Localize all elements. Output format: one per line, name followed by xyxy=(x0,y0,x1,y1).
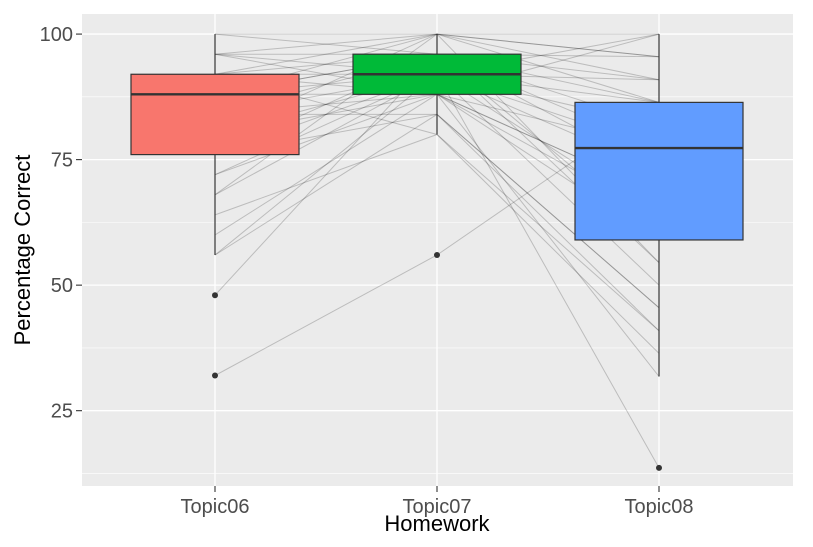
y-tick-label: 50 xyxy=(51,275,73,297)
box-topic08 xyxy=(574,34,744,471)
y-tick-label: 25 xyxy=(51,401,73,423)
outlier-point xyxy=(656,464,662,471)
box-topic06 xyxy=(130,34,300,379)
x-axis: Topic06 Topic07 Topic08 xyxy=(181,486,694,518)
y-tick-label: 75 xyxy=(51,150,73,172)
x-tick-label: Topic08 xyxy=(625,496,694,518)
boxplots xyxy=(130,34,744,471)
outlier-point xyxy=(434,252,440,259)
y-tick-label: 100 xyxy=(40,24,73,46)
x-tick-label: Topic07 xyxy=(403,496,472,518)
x-axis-title: Homework xyxy=(384,511,490,536)
x-tick-label: Topic06 xyxy=(181,496,250,518)
box-topic07 xyxy=(352,34,522,259)
y-axis-title: Percentage Correct xyxy=(10,155,35,346)
box-iqr xyxy=(130,73,300,156)
outlier-point xyxy=(212,292,218,299)
outlier-point xyxy=(212,372,218,379)
box-iqr xyxy=(574,101,744,241)
y-axis: 25 50 75 100 xyxy=(40,24,82,423)
